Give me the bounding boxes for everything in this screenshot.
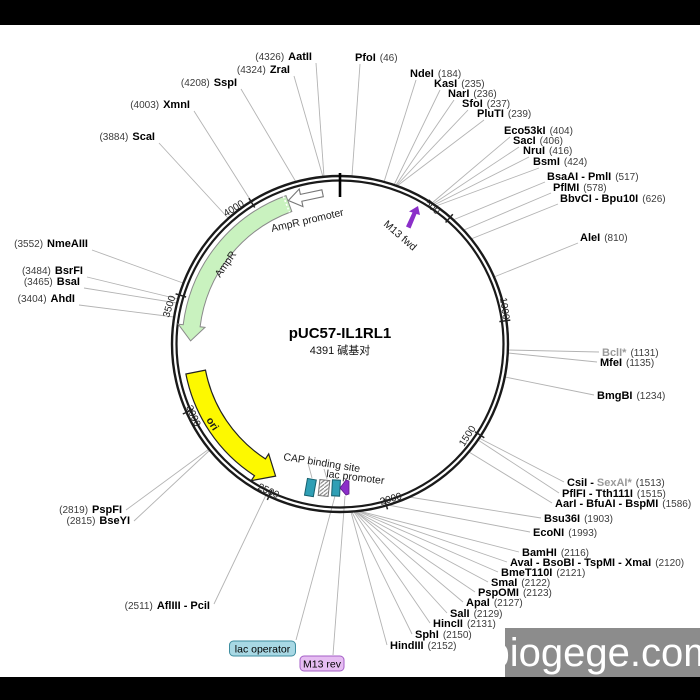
- scale-tick-marks: [175, 197, 511, 510]
- site-label: PfoI (46): [355, 52, 398, 64]
- site-label: (3404) AhdI: [18, 293, 75, 305]
- site-label: PluTI (239): [477, 108, 531, 120]
- plasmid-name: pUC57-IL1RL1: [289, 325, 392, 342]
- site-label: NdeI (184): [410, 68, 461, 80]
- site-label: (2511) AflIII - PciI: [125, 600, 210, 612]
- watermark-text: biogege.com: [487, 631, 700, 675]
- restriction-site-labels-left: (4326) AatII (4324) ZraI (4208) SspI (4003)…: [14, 51, 312, 612]
- ori-feature-arrow: [185, 369, 277, 482]
- site-label: BamHI (2116): [522, 547, 589, 559]
- site-label: AarI - BfuAI - BspMI (1586): [555, 498, 691, 510]
- backbone-ring: [170, 173, 510, 514]
- plasmid-title: pUC57-IL1RL1 4391 碱基对: [289, 325, 392, 357]
- site-label: SalI (2129): [450, 608, 502, 620]
- site-label: (4324) ZraI: [237, 64, 290, 76]
- site-label: BmgBI (1234): [597, 390, 665, 402]
- m13-rev-glyph: [339, 479, 350, 496]
- tick-label: 1000: [497, 297, 511, 321]
- ampr-feature-arc: [177, 194, 293, 342]
- watermark-box: [505, 628, 700, 677]
- site-label: PspOMI (2123): [478, 587, 552, 599]
- watermark: biogege.com: [487, 628, 700, 677]
- lac-operator-badge: lac operator: [229, 640, 296, 657]
- site-label: NruI (416): [523, 145, 572, 157]
- ampr-boundary-dotted-line: [282, 196, 291, 213]
- site-label: BsmI (424): [533, 156, 587, 168]
- bottom-black-bar: [0, 677, 700, 700]
- m13-fwd-arrow: [406, 206, 420, 229]
- site-label: (3552) NmeAIII: [14, 238, 88, 250]
- site-label: BclI* (1131): [602, 347, 659, 359]
- site-label: (3884) ScaI: [99, 131, 155, 143]
- ampr-promoter-arrow: [287, 187, 324, 208]
- site-label: HincII (2131): [433, 618, 496, 630]
- site-label: BmeT110I (2121): [501, 567, 585, 579]
- site-label: Eco53kI (404): [504, 125, 573, 137]
- lac-operator-label: lac operator: [235, 644, 291, 656]
- site-label: (4003) XmnI: [130, 99, 190, 111]
- site-label: SphI (2150): [415, 629, 472, 641]
- site-label: SfoI (237): [462, 98, 510, 110]
- restriction-site-labels-right: PfoI (46) NdeI (184) KasI (235) NarI (236) S…: [355, 52, 691, 652]
- site-label: (2819) PspFI: [59, 504, 122, 516]
- site-label: (3465) BsaI: [24, 276, 80, 288]
- site-label: BsaAI - PmlI (517): [547, 171, 639, 183]
- site-label: NarI (236): [448, 88, 497, 100]
- site-label: Bsu36I (1903): [544, 513, 613, 525]
- m13-rev-badge: M13 rev: [299, 655, 345, 672]
- plasmid-size: 4391 碱基对: [310, 343, 371, 357]
- cap-binding-site-glyph: [303, 477, 317, 498]
- site-label: (4208) SspI: [181, 77, 237, 89]
- site-label: (2815) BseYI: [67, 515, 130, 527]
- site-label: ApaI (2127): [466, 597, 523, 609]
- site-label: BbvCI - Bpu10I (626): [560, 193, 666, 205]
- lac-operator-glyph: [331, 479, 341, 497]
- site-label: HindIII (2152): [390, 640, 457, 652]
- leader-lines: [78, 62, 600, 656]
- site-label: SmaI (2122): [491, 577, 550, 589]
- site-label: AvaI - BsoBI - TspMI - XmaI (2120): [510, 557, 684, 569]
- site-label: CsiI - SexAI* (1513): [567, 477, 665, 489]
- m13-rev-label: M13 rev: [303, 659, 342, 671]
- site-label: MfeI (1135): [600, 357, 654, 369]
- top-black-bar: [0, 0, 700, 25]
- bottom-feature-glyphs: [303, 477, 350, 498]
- lac-promoter-glyph: [317, 478, 331, 498]
- site-label: PflFI - Tth111I (1515): [562, 488, 666, 500]
- site-label: (4326) AatII: [255, 51, 312, 63]
- site-label: PflMI (578): [553, 182, 607, 194]
- site-label: AleI (810): [580, 232, 628, 244]
- site-label: EcoNI (1993): [533, 527, 597, 539]
- site-label: (3484) BsrFI: [22, 265, 83, 277]
- site-label: SacI (406): [513, 135, 563, 147]
- site-label: KasI (235): [434, 78, 485, 90]
